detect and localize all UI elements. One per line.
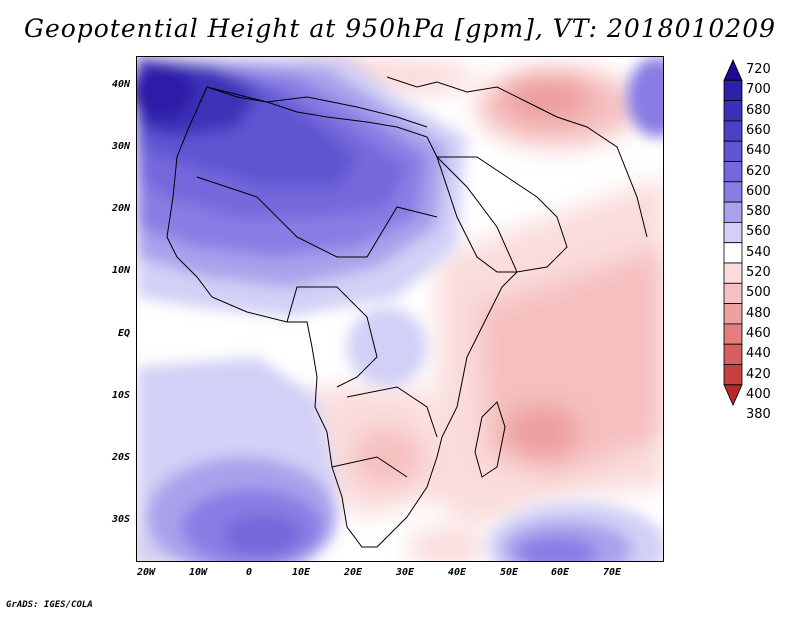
colorbar-level-label: 720: [746, 62, 771, 77]
lat-label: EQ: [117, 328, 130, 339]
colorbar-box: [723, 79, 743, 101]
colorbar-box: [723, 262, 743, 284]
map-title: Geopotential Height at 950hPa [gpm], VT:…: [23, 14, 777, 43]
colorbar-arrow-top: [723, 59, 743, 81]
height-field: [137, 57, 663, 561]
colorbar-level-label: 600: [746, 183, 771, 199]
colorbar-box: [723, 282, 743, 305]
colorbar-level-label: 700: [746, 82, 771, 98]
colorbar-level-label: 380: [746, 407, 771, 423]
credit-text: GrADS: IGES/COLA: [6, 600, 93, 610]
colorbar-box: [723, 364, 743, 386]
colorbar-level-label: 440: [746, 346, 771, 362]
lon-label: 40E: [447, 567, 467, 578]
colorbar-box: [723, 100, 743, 122]
colorbar-box: [723, 161, 743, 183]
colorbar-box: [723, 120, 743, 142]
lon-label: 60E: [550, 567, 570, 578]
lat-label: 40N: [111, 79, 130, 90]
lat-label: 30S: [111, 514, 130, 525]
colorbar-box: [723, 242, 743, 264]
lon-label: 70E: [602, 567, 622, 578]
lon-label: 0: [245, 567, 253, 578]
colorbar-box: [723, 201, 743, 223]
lon-label: 20E: [343, 567, 363, 578]
lat-label: 20S: [111, 452, 130, 463]
map-panel: [136, 56, 664, 562]
lon-label: 30E: [395, 567, 415, 578]
highs-layer: [137, 57, 663, 561]
colorbar-box: [723, 343, 743, 365]
lat-label: 10N: [111, 265, 130, 276]
colorbar-arrow-bottom: [723, 384, 743, 407]
colorbar-level-label: 460: [746, 325, 771, 341]
coastlines: [166, 76, 648, 548]
lat-label: 10S: [111, 390, 130, 401]
colorbar-box: [723, 181, 743, 203]
colorbar-box: [723, 140, 743, 162]
colorbar-level-label: 540: [746, 244, 771, 260]
colorbar-level-label: 500: [746, 285, 771, 301]
colorbar-level-label: 420: [746, 366, 771, 382]
lon-label: 10W: [188, 567, 208, 578]
lon-label: 50E: [499, 567, 519, 578]
colorbar-box: [723, 221, 743, 244]
colorbar-level-label: 560: [746, 224, 771, 240]
lon-label: 20W: [136, 567, 156, 578]
colorbar-level-label: 580: [746, 204, 771, 220]
colorbar-level-label: 660: [746, 122, 771, 138]
colorbar-level-label: 400: [746, 386, 771, 402]
colorbar-level-label: 640: [746, 143, 771, 159]
colorbar: [723, 59, 743, 407]
colorbar-box: [723, 303, 743, 325]
lon-label: 10E: [291, 567, 311, 578]
colorbar-box: [723, 323, 743, 345]
colorbar-level-label: 680: [746, 102, 771, 118]
colorbar-level-label: 620: [746, 163, 771, 179]
colorbar-level-label: 480: [746, 305, 771, 321]
lat-label: 30N: [111, 141, 130, 152]
colorbar-level-label: 520: [746, 265, 771, 280]
lat-label: 20N: [111, 203, 130, 214]
